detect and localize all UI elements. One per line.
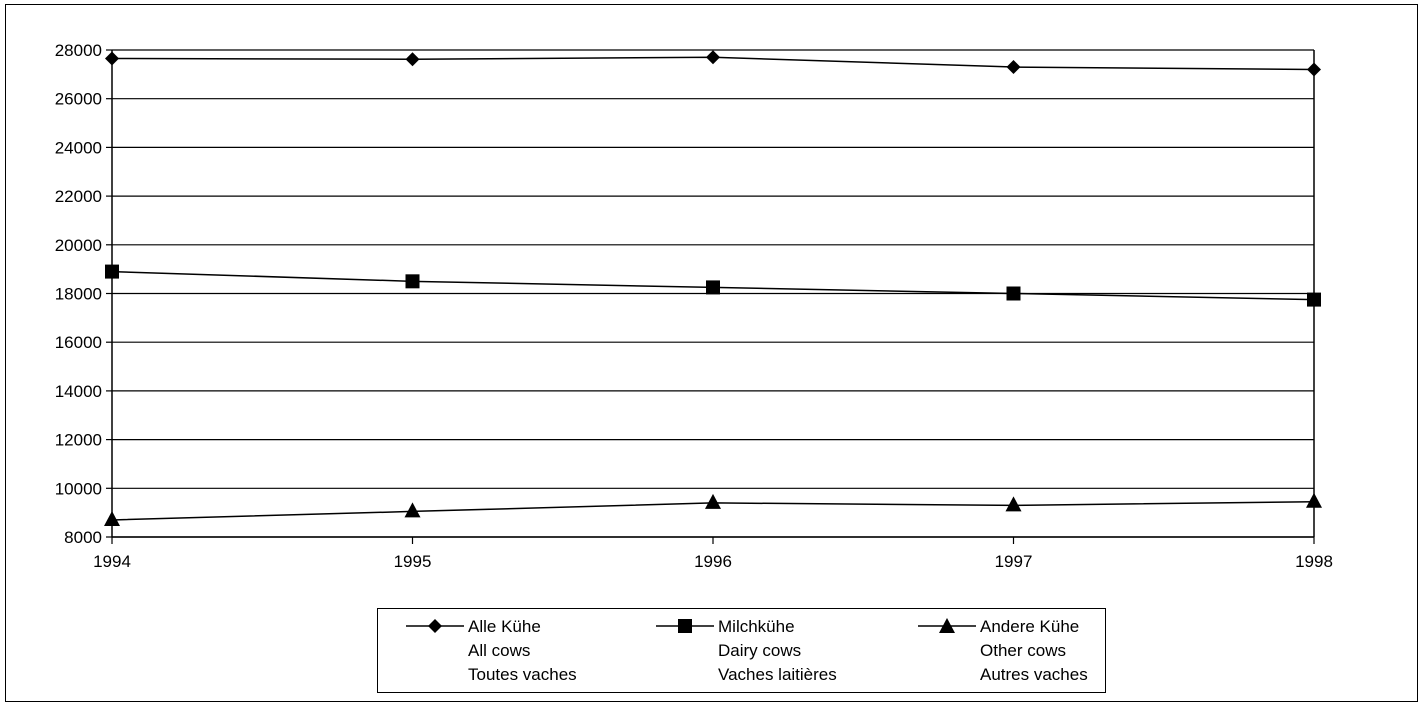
y-tick-label: 28000 [55,41,102,60]
legend-square-marker-icon [656,619,714,633]
data-point-diamond [706,50,720,65]
legend-label-en: Other cows [980,641,1066,660]
chart-frame [5,4,1418,702]
y-tick-label: 10000 [55,479,102,498]
x-tick-label: 1994 [93,552,131,571]
x-axis-ticks: 1994 1995 1996 1997 1998 [93,537,1333,571]
y-tick-label: 8000 [64,528,102,547]
data-point-diamond [105,51,119,66]
legend-label-de: Alle Kühe [468,617,541,636]
x-tick-label: 1997 [995,552,1033,571]
x-tick-label: 1998 [1295,552,1333,571]
legend-label-de: Andere Kühe [980,617,1080,636]
legend: Alle Kühe All cows Toutes vaches Milchkü… [377,608,1106,693]
data-point-square [105,264,119,279]
y-tick-label: 18000 [55,285,102,304]
legend-label-fr: Toutes vaches [468,665,577,684]
legend-label-fr: Vaches laitières [718,665,837,684]
data-point-square [1006,286,1021,301]
data-point-diamond [1307,62,1321,77]
legend-label-fr: Autres vaches [980,665,1088,684]
x-tick-label: 1995 [394,552,432,571]
x-tick-label: 1996 [694,552,732,571]
data-point-triangle [104,510,120,526]
legend-label-en: All cows [468,641,531,660]
data-point-diamond [1006,60,1021,75]
legend-label-de: Milchkühe [718,617,795,636]
legend-triangle-marker-icon [918,618,976,633]
legend-diamond-marker-icon [406,619,464,633]
y-tick-label: 22000 [55,187,102,206]
y-tick-label: 16000 [55,333,102,352]
data-point-square [405,274,420,289]
y-axis-ticks: 28000 26000 24000 22000 20000 18000 16000 14000… [55,41,112,547]
data-point-triangle [1306,492,1322,508]
data-point-triangle [404,502,421,518]
data-point-square [706,280,720,295]
series-lines [104,50,1322,526]
y-tick-label: 26000 [55,90,102,109]
legend-label-en: Dairy cows [718,641,802,660]
data-point-triangle [1005,496,1022,512]
y-tick-label: 12000 [55,431,102,450]
data-point-diamond [405,52,420,67]
data-point-triangle [705,493,721,509]
data-point-square [1307,292,1321,307]
y-tick-label: 24000 [55,138,102,157]
y-tick-label: 20000 [55,236,102,255]
y-tick-label: 14000 [55,382,102,401]
